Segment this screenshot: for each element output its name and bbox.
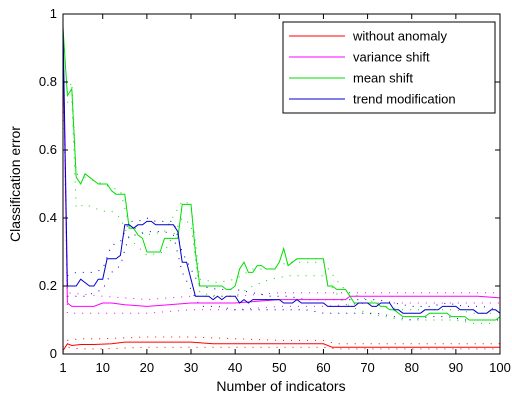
y-tick-label: 1 (50, 6, 57, 21)
y-tick-label: 0.4 (39, 210, 57, 225)
y-tick-label: 0 (50, 346, 57, 361)
y-tick-label: 0.6 (39, 142, 57, 157)
y-tick-label: 0.2 (39, 278, 57, 293)
axis-ticks: 1 10 20 30 40 50 60 70 80 90 100 0 0.2 0.4 0.6 0.8 1 (39, 6, 511, 375)
x-tick-label: 90 (449, 360, 463, 375)
x-tick-label: 70 (360, 360, 374, 375)
x-tick-label: 10 (95, 360, 109, 375)
x-tick-label: 100 (489, 360, 511, 375)
series-line-2 (62, 27, 501, 321)
legend-label: mean shift (353, 71, 413, 86)
x-tick-label: 40 (228, 360, 242, 375)
x-tick-label: 50 (272, 360, 286, 375)
legend: without anomaly variance shift mean shift t… (282, 21, 496, 114)
x-tick-label: 60 (316, 360, 330, 375)
x-tick-label: 30 (184, 360, 198, 375)
series-lines (62, 24, 501, 351)
x-tick-label: 80 (404, 360, 418, 375)
series-line-3 (62, 24, 501, 314)
x-tick-label: 20 (140, 360, 154, 375)
y-tick-label: 0.8 (39, 74, 57, 89)
y-axis-label: Classification error (7, 126, 23, 242)
plot-frame (62, 13, 501, 355)
series-line-0 (62, 341, 500, 351)
series-line-1 (62, 37, 501, 307)
legend-box (282, 21, 496, 114)
band-upper-2 (66, 81, 492, 314)
legend-label: variance shift (353, 50, 430, 65)
legend-label: trend modification (353, 92, 456, 107)
x-axis-label: Number of indicators (216, 378, 345, 394)
x-tick-label: 1 (59, 360, 66, 375)
uncertainty-bands (62, 30, 501, 353)
legend-label: without anomaly (352, 29, 447, 44)
